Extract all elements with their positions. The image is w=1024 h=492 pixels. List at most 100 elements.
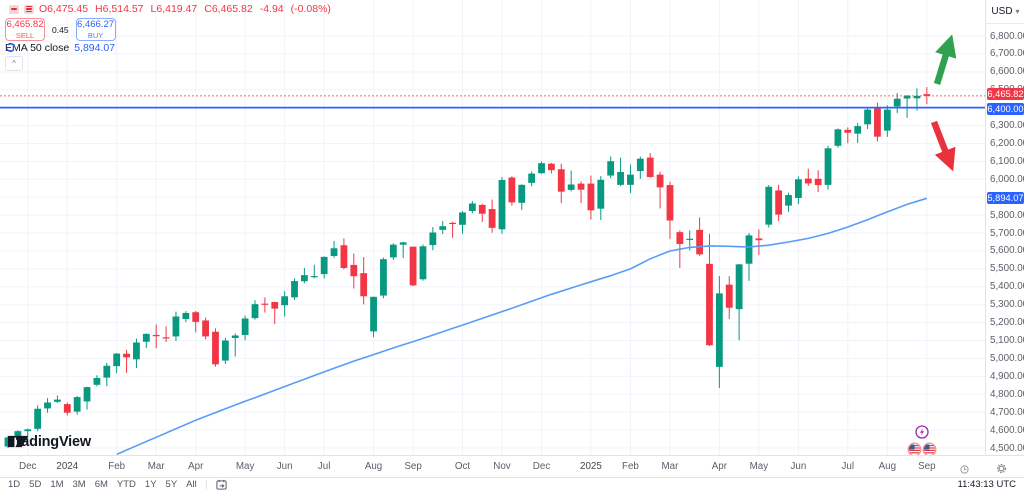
candle[interactable] — [804, 168, 812, 186]
menu-icon[interactable] — [24, 4, 34, 14]
candle[interactable] — [212, 328, 219, 367]
gear-icon[interactable] — [996, 461, 1007, 479]
sell-button[interactable]: 6,465.82 SELL — [5, 18, 45, 41]
legend-collapse-button[interactable]: ^ — [5, 56, 23, 71]
candle[interactable] — [696, 217, 703, 256]
clock-icon[interactable] — [960, 461, 969, 479]
candle[interactable] — [231, 333, 239, 357]
candle[interactable] — [449, 221, 456, 238]
indicator-row[interactable]: EMA 50 close 5,894.07 — [5, 42, 115, 54]
candle[interactable] — [824, 145, 832, 190]
candle[interactable] — [142, 333, 150, 349]
candle[interactable] — [202, 317, 209, 340]
candle[interactable] — [854, 122, 862, 144]
currency-dropdown[interactable]: USD ▾ — [986, 0, 1024, 24]
candle[interactable] — [44, 398, 51, 413]
candle[interactable] — [518, 184, 526, 210]
candle[interactable] — [350, 253, 358, 289]
candle[interactable] — [636, 156, 644, 179]
utc-clock[interactable]: 11:43:13 UTC — [957, 479, 1016, 490]
candle[interactable] — [271, 302, 279, 325]
candle[interactable] — [893, 93, 901, 114]
candles-series[interactable] — [4, 87, 931, 448]
candle[interactable] — [528, 171, 536, 187]
candle[interactable] — [360, 257, 368, 305]
candle[interactable] — [735, 263, 743, 341]
range-button-6m[interactable]: 6M — [94, 478, 108, 490]
candle[interactable] — [844, 127, 852, 144]
buy-button[interactable]: 6,466.27 BUY — [75, 18, 116, 41]
candle[interactable] — [656, 171, 664, 209]
candle[interactable] — [192, 310, 200, 333]
candle[interactable] — [795, 176, 802, 205]
time-axis[interactable]: Dec 2024 Feb Mar Apr May Jun Jul Aug Sep Oct Nov Dec… — [0, 455, 1024, 478]
candle[interactable] — [646, 152, 654, 178]
down-arrow-drawing[interactable] — [930, 120, 956, 172]
candle[interactable] — [83, 386, 91, 410]
tradingview-logo[interactable]: TradingView — [8, 434, 91, 450]
candle[interactable] — [567, 170, 575, 192]
candle[interactable] — [627, 164, 634, 194]
candle[interactable] — [725, 276, 733, 320]
go-to-date-button[interactable] — [216, 479, 227, 490]
candle[interactable] — [715, 276, 723, 388]
ema50-line[interactable] — [116, 197, 928, 455]
price-axis[interactable]: USD ▾ 6,800.006,700.006,600.006,500.006,… — [985, 0, 1024, 477]
candle[interactable] — [370, 296, 377, 338]
candle[interactable] — [389, 243, 397, 260]
candle[interactable] — [310, 264, 318, 279]
candle[interactable] — [755, 229, 763, 255]
candle[interactable] — [409, 246, 417, 287]
candle[interactable] — [182, 311, 190, 323]
candle[interactable] — [172, 311, 180, 341]
range-button-ytd[interactable]: YTD — [116, 478, 136, 490]
candle[interactable] — [814, 170, 822, 193]
minus-icon[interactable] — [9, 4, 19, 14]
candle[interactable] — [162, 326, 170, 342]
candle[interactable] — [380, 257, 387, 299]
candle[interactable] — [429, 227, 437, 251]
range-button-1m[interactable]: 1M — [50, 478, 64, 490]
candle[interactable] — [775, 184, 783, 222]
candle[interactable] — [399, 241, 407, 259]
candle[interactable] — [597, 176, 605, 220]
candle[interactable] — [459, 211, 466, 234]
candle[interactable] — [320, 256, 328, 279]
candle[interactable] — [548, 162, 555, 174]
candle[interactable] — [221, 338, 229, 364]
candle[interactable] — [340, 238, 348, 270]
candle[interactable] — [113, 353, 121, 374]
candle[interactable] — [251, 300, 259, 320]
candle[interactable] — [152, 324, 160, 349]
candle[interactable] — [291, 278, 298, 300]
candle[interactable] — [439, 221, 447, 235]
candle[interactable] — [903, 95, 911, 118]
candle[interactable] — [557, 163, 565, 204]
candle[interactable] — [488, 199, 496, 233]
candle[interactable] — [301, 267, 308, 284]
candle[interactable] — [498, 177, 506, 234]
candle[interactable] — [73, 396, 81, 415]
candle[interactable] — [34, 405, 42, 432]
candle[interactable] — [478, 203, 486, 222]
candle[interactable] — [587, 175, 595, 220]
candle[interactable] — [666, 181, 674, 240]
candle[interactable] — [419, 244, 427, 281]
candle[interactable] — [241, 315, 249, 341]
candle[interactable] — [123, 349, 130, 373]
chart-plot-area[interactable]: O6,475.45 H6,514.57 L6,419.47 C6,465.82 … — [0, 0, 985, 455]
candle[interactable] — [745, 233, 753, 281]
sync-icon[interactable] — [5, 42, 16, 53]
candle[interactable] — [93, 375, 101, 387]
range-button-1y[interactable]: 1Y — [144, 478, 157, 490]
candle[interactable] — [834, 128, 842, 148]
candle[interactable] — [261, 297, 269, 313]
candlestick-chart[interactable] — [0, 0, 985, 455]
candle[interactable] — [923, 87, 931, 105]
up-arrow-drawing[interactable] — [933, 34, 957, 85]
candle[interactable] — [281, 291, 289, 317]
candle[interactable] — [617, 157, 624, 187]
candle[interactable] — [508, 176, 516, 206]
range-button-5y[interactable]: 5Y — [165, 478, 178, 490]
candle[interactable] — [133, 338, 140, 369]
